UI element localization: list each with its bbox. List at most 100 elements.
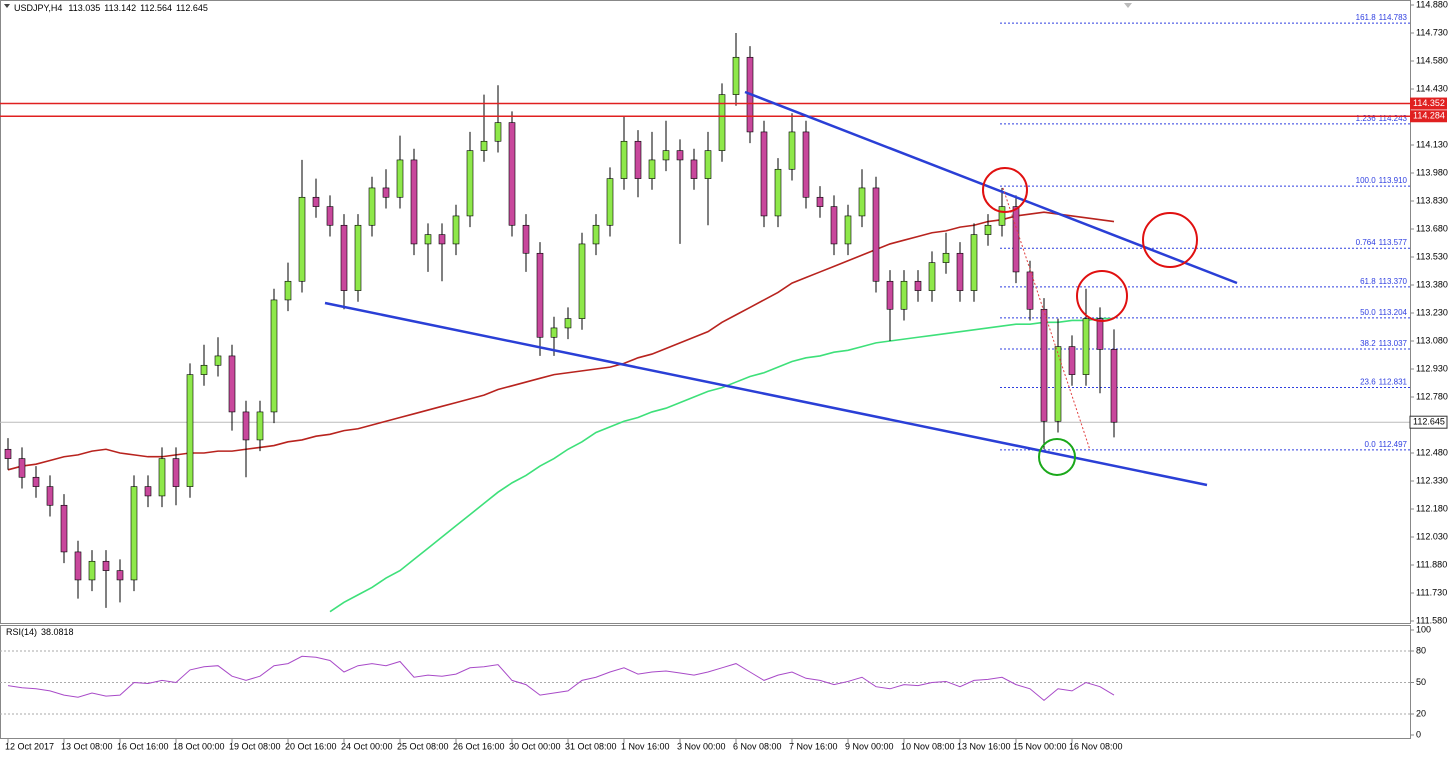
candle-body	[326, 206, 334, 226]
candle-body	[424, 234, 432, 245]
fib-level-label: 23.6 112.831	[1360, 378, 1407, 387]
candle-body	[354, 224, 362, 291]
support-circle	[1038, 438, 1076, 476]
moving-average	[329, 317, 1114, 613]
x-tick-label: 26 Oct 16:00	[453, 741, 505, 751]
y-tick-label: 112.780	[1416, 391, 1448, 401]
y-tick-label: 113.380	[1416, 279, 1448, 289]
rsi-title: RSI(14)	[6, 627, 37, 637]
fib-level-label: 0.0 112.497	[1365, 440, 1408, 449]
candle-body	[158, 458, 166, 497]
candle-body	[900, 280, 908, 310]
x-tick-label: 3 Nov 00:00	[677, 741, 726, 751]
candle-body	[1096, 318, 1104, 350]
resistance-box	[1410, 110, 1447, 123]
fib-ratio: 161.8	[1356, 13, 1377, 22]
rsi-value: 38.0818	[41, 627, 74, 637]
candle-body	[732, 56, 740, 95]
candle-body	[396, 159, 404, 198]
candle-body	[858, 187, 866, 217]
y-tick-label: 112.480	[1416, 447, 1448, 457]
fib-level-label: 1.236 114.243	[1356, 114, 1408, 123]
candle-body	[1026, 271, 1034, 310]
candle-body	[74, 551, 82, 581]
candle-body	[984, 224, 992, 235]
candle-body	[1110, 349, 1118, 423]
trendline	[324, 301, 1208, 487]
candle-body	[830, 206, 838, 245]
candle-body	[844, 215, 852, 245]
candle-body	[1082, 318, 1090, 375]
candle-body	[550, 327, 558, 338]
highlight-circle	[1142, 212, 1198, 268]
fib-price: 113.370	[1379, 277, 1408, 286]
x-tick-label: 6 Nov 08:00	[733, 741, 782, 751]
x-tick-label: 16 Oct 16:00	[117, 741, 169, 751]
y-tick-label: 50	[1416, 677, 1426, 687]
x-tick-label: 31 Oct 08:00	[565, 741, 617, 751]
candle-body	[60, 504, 68, 553]
candle-body	[32, 476, 40, 487]
fib-ratio: 0.764	[1356, 238, 1377, 247]
y-tick-label: 111.730	[1416, 587, 1447, 597]
candle-body	[242, 411, 250, 441]
y-tick-label: 0	[1416, 729, 1421, 739]
candle-body	[718, 94, 726, 151]
candle-body	[312, 196, 320, 207]
candle-body	[228, 355, 236, 413]
fib-level-label: 0.764 113.577	[1356, 238, 1408, 247]
x-tick-label: 13 Nov 16:00	[957, 741, 1011, 751]
candle-body	[298, 196, 306, 282]
candle-body	[662, 150, 670, 161]
fib-ratio: 50.0	[1360, 308, 1376, 317]
candle-body	[760, 131, 768, 217]
current-price-box	[1409, 415, 1448, 429]
fib-price: 113.577	[1379, 238, 1408, 247]
x-tick-label: 24 Oct 00:00	[341, 741, 393, 751]
candle-body	[200, 364, 208, 375]
candle-body	[606, 178, 614, 226]
candle-body	[4, 448, 12, 459]
x-tick-label: 9 Nov 00:00	[845, 741, 894, 751]
candle-body	[816, 196, 824, 207]
candle-body	[452, 215, 460, 245]
candle-body	[88, 560, 96, 581]
x-tick-label: 10 Nov 08:00	[901, 741, 955, 751]
y-tick-label: 114.130	[1416, 139, 1448, 149]
shift-marker	[1124, 3, 1132, 8]
candle-body	[704, 150, 712, 179]
x-tick-label: 7 Nov 16:00	[789, 741, 838, 751]
x-tick-label: 20 Oct 16:00	[285, 741, 337, 751]
fib-ratio: 38.2	[1360, 339, 1376, 348]
annotations	[324, 90, 1238, 487]
y-tick-label: 113.080	[1416, 335, 1448, 345]
candle-body	[578, 243, 586, 319]
candle-body	[270, 299, 278, 413]
candle-body	[1040, 308, 1048, 422]
candle-body	[1012, 206, 1020, 273]
highlight-circle	[1076, 270, 1128, 322]
fib-ratio: 23.6	[1360, 378, 1376, 387]
candle-body	[410, 159, 418, 245]
candle-body	[18, 458, 26, 478]
candle-body	[186, 374, 194, 487]
x-tick-label: 12 Oct 2017	[5, 741, 54, 751]
y-tick-label: 113.230	[1416, 307, 1448, 317]
fib-level-label: 61.8 113.370	[1360, 277, 1407, 286]
menu-arrow[interactable]	[4, 4, 10, 8]
y-tick-label: 111.880	[1416, 559, 1447, 569]
candle-body	[564, 318, 572, 329]
candle-body	[620, 140, 628, 179]
highlight-circle	[982, 167, 1028, 213]
x-tick-label: 15 Nov 00:00	[1013, 741, 1067, 751]
fib-price: 113.910	[1379, 176, 1408, 185]
close-value: 112.645	[176, 3, 208, 13]
y-tick-label: 113.680	[1416, 223, 1448, 233]
candle-body	[46, 486, 54, 506]
y-tick-label: 100	[1416, 624, 1431, 634]
y-tick-label: 114.730	[1416, 27, 1448, 37]
y-tick-label: 113.980	[1416, 167, 1448, 177]
y-tick-label: 112.030	[1416, 531, 1448, 541]
